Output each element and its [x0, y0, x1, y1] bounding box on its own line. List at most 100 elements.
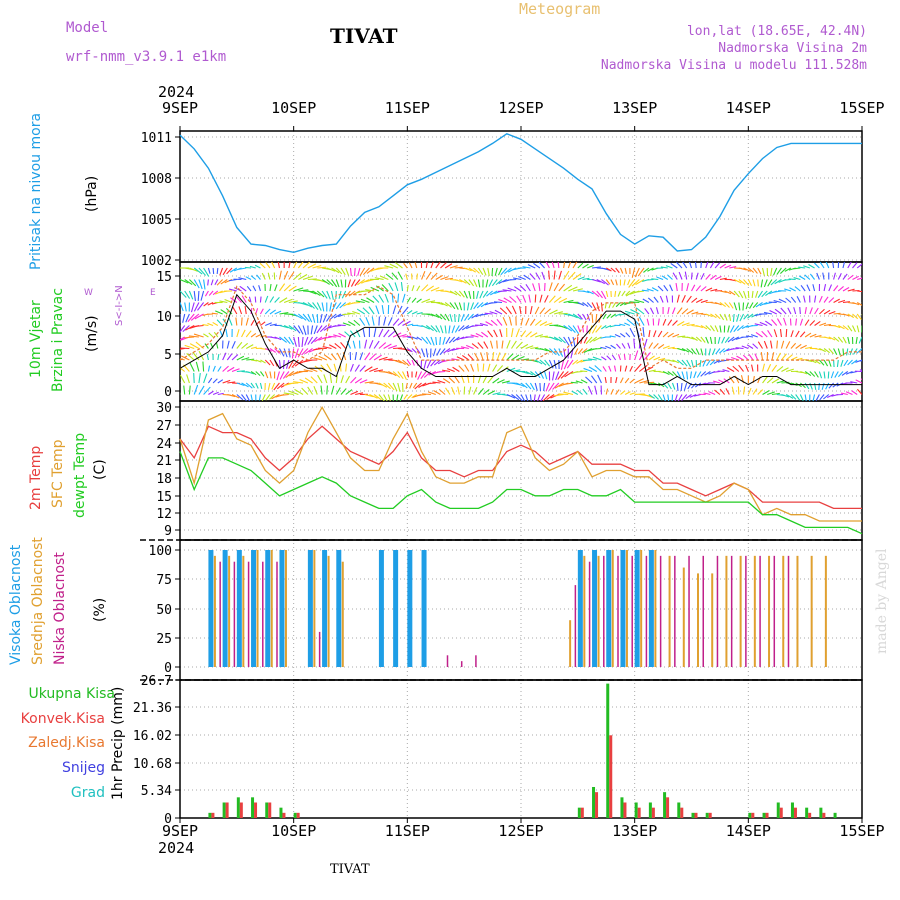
wind-barb — [254, 296, 257, 303]
wind-barb — [842, 273, 848, 280]
wind-barb — [568, 313, 578, 319]
wind-barb — [397, 293, 400, 303]
wind-barb — [747, 267, 755, 273]
wind-barb — [373, 354, 382, 361]
wind-barb — [353, 319, 361, 326]
wind-barb — [430, 325, 438, 333]
wind-barb — [614, 313, 621, 317]
wind-barb — [657, 330, 663, 338]
wind-barb — [471, 313, 479, 319]
wind-barb — [857, 290, 862, 293]
wind-barb — [762, 376, 768, 384]
wind-barb — [665, 295, 669, 303]
wind-barb — [355, 300, 365, 304]
wind-barb — [440, 313, 447, 321]
wind-barb — [489, 311, 498, 315]
wind-barb — [558, 270, 562, 280]
wind-barb — [283, 271, 289, 280]
wind-barb — [378, 382, 388, 388]
wind-barb — [302, 313, 310, 323]
wind-barb — [683, 382, 688, 391]
wind-barb — [383, 343, 392, 349]
wind-barb — [520, 317, 524, 326]
wind-barb — [499, 307, 508, 315]
wind-barb — [203, 279, 206, 290]
wind-barb — [245, 317, 249, 326]
wind-barb — [409, 382, 413, 389]
wind-barb — [428, 391, 436, 396]
wind-barb — [567, 325, 576, 333]
wind-barb — [772, 267, 778, 276]
wind-barb — [714, 275, 722, 280]
wind-barb — [523, 274, 531, 280]
wind-barb — [369, 353, 377, 361]
wind-barb — [676, 382, 679, 392]
wind-barb — [344, 290, 351, 298]
y-tick-label: 1005 — [141, 213, 172, 228]
wind-barb — [672, 333, 680, 338]
wind-barb — [572, 273, 582, 280]
precip-total-bar — [776, 802, 780, 818]
time-label-bottom: 12SEP — [498, 822, 543, 840]
wind-barb — [180, 359, 181, 360]
cloud-low-bar — [773, 555, 776, 667]
wind-barb — [294, 388, 304, 395]
wind-speed-line — [179, 293, 862, 386]
wind-barb — [722, 369, 730, 373]
wind-barb — [532, 283, 536, 292]
wind-barb — [329, 374, 333, 384]
wind-barb — [655, 307, 659, 315]
wind-barb — [776, 340, 778, 349]
cloud-mid-bar — [611, 550, 614, 667]
wind-barb — [752, 267, 758, 274]
wind-barb — [564, 371, 574, 378]
wind-barb — [742, 302, 745, 311]
wind-barb — [467, 313, 474, 321]
wind-barb — [317, 374, 323, 384]
wind-barb — [432, 381, 441, 384]
wind-barb — [342, 313, 351, 316]
wind-barb — [610, 313, 616, 318]
wind-barb — [809, 382, 813, 390]
wind-barb — [619, 323, 626, 327]
wind-barb — [563, 348, 566, 359]
wind-barb — [449, 290, 458, 296]
wind-barb — [359, 317, 366, 326]
wind-barb — [269, 371, 272, 379]
wind-barb — [317, 266, 327, 269]
cloud-high-bar — [279, 550, 285, 667]
wind-barb — [316, 325, 323, 334]
wind-barb — [283, 336, 291, 345]
wind-barb — [571, 390, 579, 395]
wind-barb — [837, 348, 841, 356]
wind-barb — [563, 359, 569, 370]
wind-barb — [837, 371, 844, 378]
wind-barb — [635, 279, 645, 286]
wind-barb — [318, 355, 328, 361]
wind-barb — [430, 313, 440, 319]
wind-barb — [525, 371, 534, 376]
wind-barb — [863, 388, 867, 394]
wind-barb — [776, 352, 781, 361]
wind-barb — [493, 329, 498, 338]
wind-barb — [648, 394, 655, 399]
wind-barb — [823, 359, 829, 367]
wind-barb — [342, 322, 351, 327]
wind-barb — [674, 394, 678, 401]
precip-total-bar — [577, 807, 581, 818]
wind-barb — [847, 325, 853, 332]
wind-barb — [335, 279, 340, 288]
wind-barb — [293, 272, 302, 280]
wind-barb — [240, 317, 243, 326]
wind-barb — [403, 262, 408, 269]
wind-barb — [834, 371, 839, 378]
wind-barb — [724, 302, 730, 308]
wind-barb — [739, 313, 745, 322]
y-tick-label: 30 — [156, 401, 172, 416]
wind-barb — [539, 294, 543, 303]
cloud-high-bar — [648, 550, 654, 667]
wind-barb — [602, 313, 607, 320]
wind-barb — [760, 279, 764, 288]
wind-barb — [814, 335, 822, 338]
wind-barb — [349, 363, 354, 372]
